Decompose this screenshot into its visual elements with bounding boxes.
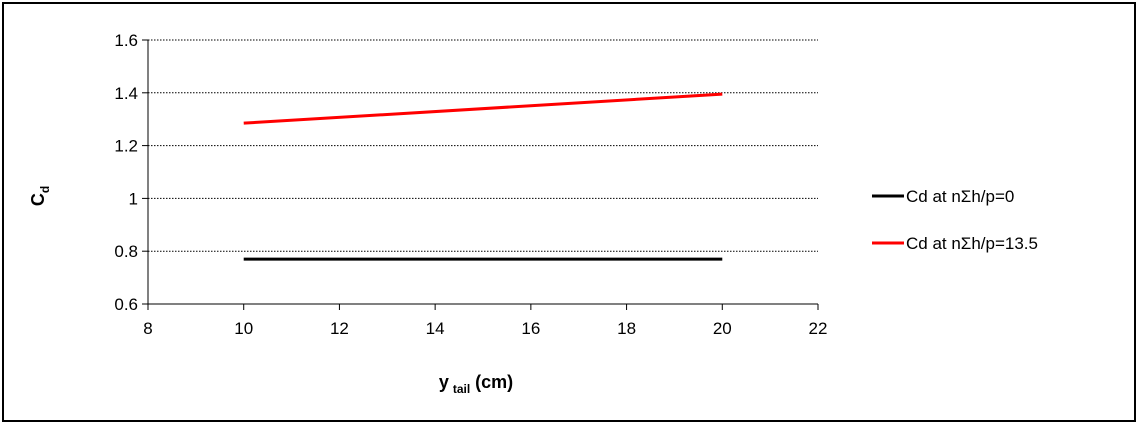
x-tick-label-2: 12 bbox=[330, 319, 349, 338]
line-chart: 0.6 0.8 1 1.2 1.4 1.6 8 10 12 14 16 18 20 22 Cd y tail… bbox=[4, 4, 1134, 420]
y-axis-title-subscript: d bbox=[38, 186, 52, 193]
gridlines bbox=[148, 40, 818, 251]
x-tick-label-6: 20 bbox=[713, 319, 732, 338]
x-tick-label-4: 16 bbox=[521, 319, 540, 338]
legend-label-0: Cd at nΣh/p=0 bbox=[906, 187, 1014, 206]
tick-labels: 0.6 0.8 1 1.2 1.4 1.6 8 10 12 14 16 18 20 22 bbox=[114, 31, 827, 338]
x-axis-title-main: y bbox=[439, 372, 449, 392]
legend-item-0: Cd at nΣh/p=0 bbox=[872, 187, 1014, 206]
x-tick-label-1: 10 bbox=[234, 319, 253, 338]
legend-item-1: Cd at nΣh/p=13.5 bbox=[872, 234, 1038, 253]
y-axis-title: Cd bbox=[28, 186, 52, 206]
y-axis-title-main: C bbox=[28, 193, 48, 206]
y-tick-label-3: 1.2 bbox=[114, 137, 138, 156]
x-tick-label-5: 18 bbox=[617, 319, 636, 338]
x-axis-title: y tail (cm) bbox=[439, 372, 513, 396]
x-axis-title-subscript: tail bbox=[453, 382, 470, 396]
x-axis-title-suffix: (cm) bbox=[470, 372, 513, 392]
y-tick-label-4: 1.4 bbox=[114, 84, 138, 103]
y-tick-label-5: 1.6 bbox=[114, 31, 138, 50]
y-tick-label-0: 0.6 bbox=[114, 295, 138, 314]
x-tick-label-7: 22 bbox=[809, 319, 828, 338]
series-lines bbox=[244, 94, 723, 259]
legend-label-1: Cd at nΣh/p=13.5 bbox=[906, 234, 1038, 253]
x-tick-label-3: 14 bbox=[426, 319, 445, 338]
y-tick-label-1: 0.8 bbox=[114, 242, 138, 261]
axes bbox=[142, 40, 818, 310]
x-tick-label-0: 8 bbox=[143, 319, 152, 338]
series-line-1 bbox=[244, 94, 723, 123]
y-tick-label-2: 1 bbox=[129, 189, 138, 208]
legend: Cd at nΣh/p=0 Cd at nΣh/p=13.5 bbox=[872, 187, 1038, 253]
